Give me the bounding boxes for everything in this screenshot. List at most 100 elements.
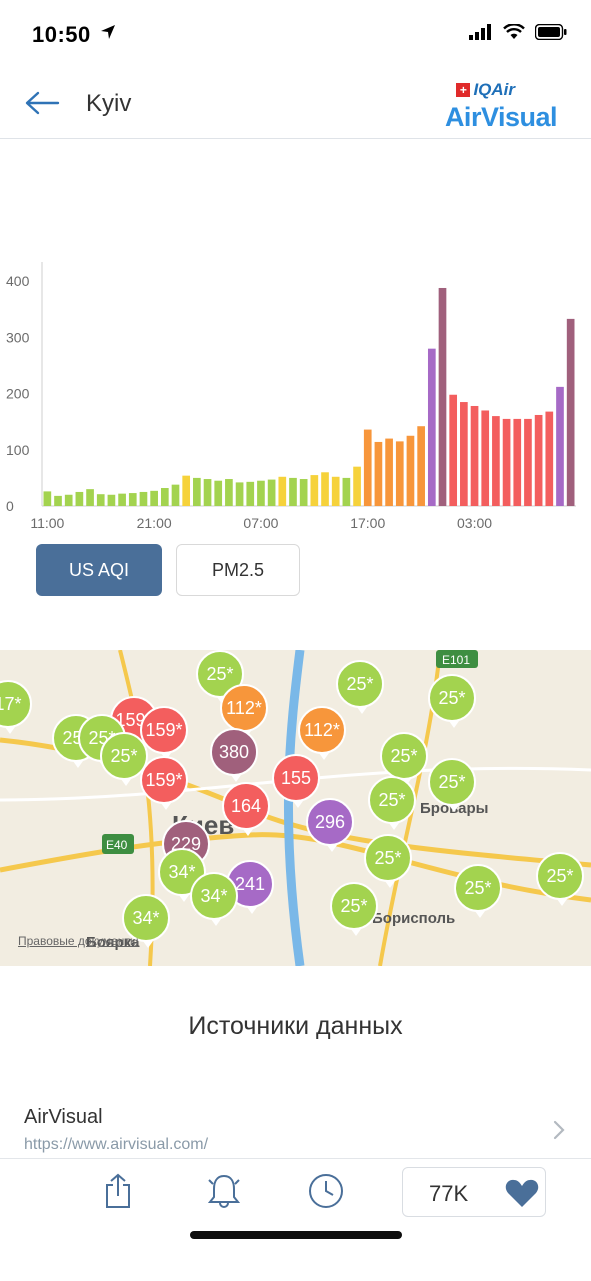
aqi-bar[interactable] xyxy=(534,414,543,506)
aqi-station-marker[interactable]: 25* xyxy=(454,864,502,918)
aqi-bar[interactable] xyxy=(128,493,137,506)
aqi-bar[interactable] xyxy=(75,491,84,506)
aqi-bar[interactable] xyxy=(331,476,340,506)
aqi-bar[interactable] xyxy=(171,484,180,506)
brand-bottom-text: AirVisual xyxy=(444,102,558,132)
aqi-bar[interactable] xyxy=(470,405,479,506)
aqi-station-marker[interactable]: 25* xyxy=(330,882,378,936)
aqi-bar-chart: 0 100 200 300 400 11:00 21:00 07:00 17:00 03:00 xyxy=(6,262,576,531)
status-bar: 10:50 xyxy=(0,0,591,70)
notifications-button[interactable] xyxy=(204,1171,244,1211)
road-label-e40: E40 xyxy=(106,838,128,852)
status-time: 10:50 xyxy=(32,22,91,47)
aqi-bar[interactable] xyxy=(406,435,415,506)
aqi-station-marker[interactable]: 25* xyxy=(364,834,412,888)
aqi-bar[interactable] xyxy=(267,479,276,506)
aqi-station-marker[interactable]: 296 xyxy=(306,798,354,852)
aqi-station-marker[interactable]: 34* xyxy=(190,872,238,926)
aqi-bar[interactable] xyxy=(107,494,116,506)
aqi-station-marker[interactable]: 164 xyxy=(222,782,270,836)
likes-count: 77K xyxy=(429,1181,469,1206)
history-button[interactable] xyxy=(306,1171,346,1211)
aqi-bar[interactable] xyxy=(363,429,372,506)
map-legal-link[interactable]: Правовые документы xyxy=(18,934,139,948)
aqi-bar[interactable] xyxy=(182,475,191,506)
aqi-bar[interactable] xyxy=(225,479,233,506)
brand-logo: + IQAir AirVisual xyxy=(417,78,558,134)
sources-title: Источники данных xyxy=(188,1012,403,1040)
aqi-station-marker[interactable]: 112* xyxy=(220,684,268,738)
status-icons xyxy=(469,24,567,40)
aqi-bar[interactable] xyxy=(150,490,158,506)
aqi-bar[interactable] xyxy=(193,477,201,506)
aqi-station-marker[interactable]: 380 xyxy=(210,728,258,782)
aqi-bar[interactable] xyxy=(342,477,351,506)
brand-logo-top: + IQAir xyxy=(456,80,515,100)
stations-map[interactable]: E40 E101 Киев Бровары Борисполь Боярка 2… xyxy=(0,650,591,966)
share-icon xyxy=(106,1173,130,1208)
back-arrow-icon xyxy=(25,91,60,115)
brand-top-text: IQAir xyxy=(473,80,515,99)
aqi-bar[interactable] xyxy=(310,475,319,506)
aqi-station-marker[interactable]: 155 xyxy=(272,754,320,808)
aqi-bar[interactable] xyxy=(502,418,511,506)
aqi-station-marker[interactable]: 25* xyxy=(368,776,416,830)
aqi-station-marker[interactable]: 112* xyxy=(298,706,346,760)
aqi-station-marker[interactable]: 25* xyxy=(380,732,428,786)
aqi-bar[interactable] xyxy=(492,416,500,506)
clock-icon xyxy=(309,1174,343,1208)
aqi-bar[interactable] xyxy=(460,402,468,506)
aqi-bar[interactable] xyxy=(96,494,105,506)
aqi-bar[interactable] xyxy=(513,418,522,506)
us-aqi-toggle-button[interactable]: US AQI xyxy=(36,544,162,596)
aqi-bar[interactable] xyxy=(449,394,458,506)
aqi-bar[interactable] xyxy=(556,386,564,506)
aqi-bar[interactable] xyxy=(214,480,223,506)
aqi-bar[interactable] xyxy=(353,466,361,506)
aqi-bar[interactable] xyxy=(374,441,383,506)
aqi-bar[interactable] xyxy=(246,481,255,506)
aqi-bar[interactable] xyxy=(417,426,425,506)
back-button[interactable] xyxy=(22,86,62,120)
home-indicator xyxy=(190,1231,402,1239)
aqi-bar[interactable] xyxy=(566,318,575,506)
pm25-toggle-button[interactable]: PM2.5 xyxy=(176,544,300,596)
x-tick-label: 07:00 xyxy=(243,515,278,531)
aqi-station-marker[interactable]: 159* xyxy=(140,706,188,760)
aqi-station-marker[interactable]: 25* xyxy=(100,732,148,786)
aqi-station-marker[interactable]: 25* xyxy=(428,758,476,812)
aqi-bar[interactable] xyxy=(321,472,329,506)
aqi-bar[interactable] xyxy=(257,480,265,506)
aqi-bar[interactable] xyxy=(299,479,308,506)
aqi-bar[interactable] xyxy=(160,488,169,506)
share-button[interactable] xyxy=(98,1171,138,1211)
aqi-bar[interactable] xyxy=(278,476,287,506)
aqi-station-marker[interactable]: 25* xyxy=(428,674,476,728)
aqi-bar[interactable] xyxy=(139,491,148,506)
aqi-station-marker[interactable]: 159* xyxy=(140,756,188,810)
source-item-airvisual[interactable]: AirVisual https://www.airvisual.com/ xyxy=(0,1098,591,1158)
y-tick-label: 300 xyxy=(6,329,30,345)
aqi-bar[interactable] xyxy=(86,489,94,506)
aqi-bar[interactable] xyxy=(438,287,447,506)
aqi-bar[interactable] xyxy=(54,495,62,506)
aqi-station-marker[interactable]: 25* xyxy=(536,852,584,906)
aqi-bar[interactable] xyxy=(289,477,297,506)
aqi-bar[interactable] xyxy=(427,348,436,506)
aqi-bar[interactable] xyxy=(524,418,532,506)
aqi-bar[interactable] xyxy=(43,491,52,506)
aqi-bar[interactable] xyxy=(385,438,393,506)
swiss-cross-icon: + xyxy=(456,83,471,97)
aqi-bar[interactable] xyxy=(545,411,554,506)
like-button[interactable]: 77K xyxy=(402,1167,546,1217)
aqi-bar[interactable] xyxy=(481,410,490,506)
x-tick-label: 11:00 xyxy=(30,515,64,531)
aqi-bar[interactable] xyxy=(64,494,73,506)
aqi-bar[interactable] xyxy=(203,479,212,506)
aqi-bar[interactable] xyxy=(395,441,404,506)
bottom-tab-bar: 77K xyxy=(0,1158,591,1281)
aqi-station-marker[interactable]: 25* xyxy=(336,660,384,714)
aqi-station-marker[interactable]: 34* xyxy=(122,894,170,948)
aqi-bar[interactable] xyxy=(118,493,126,506)
aqi-bar[interactable] xyxy=(235,482,244,506)
